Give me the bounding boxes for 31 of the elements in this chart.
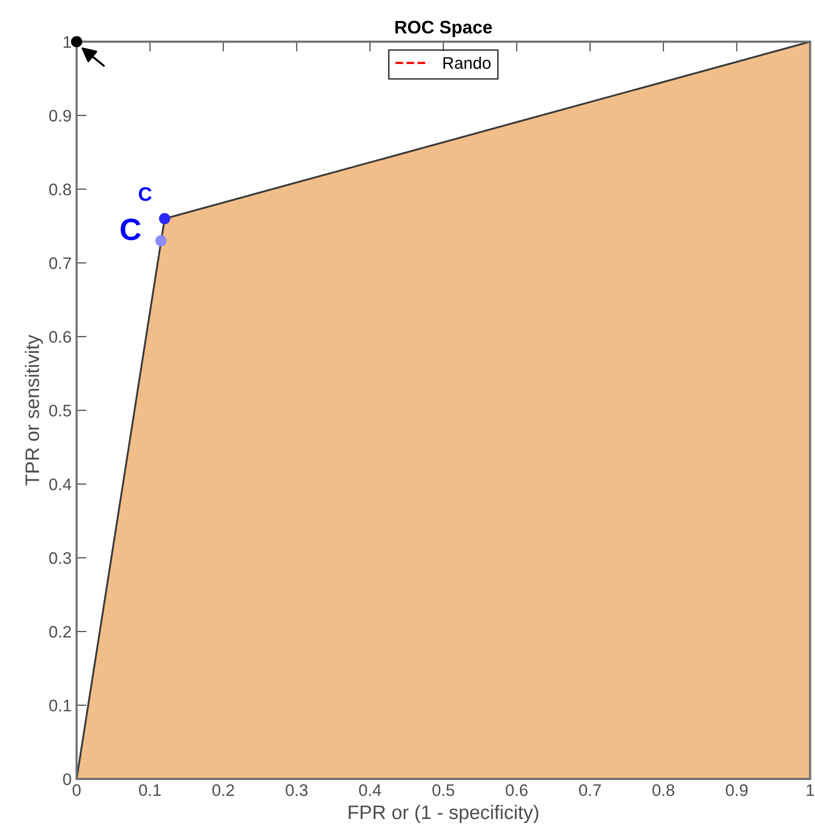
chart-title: ROC Space (395, 20, 492, 38)
y-tick-label: 1 (64, 36, 71, 48)
x-axis-title: FPR or (1 - specificity) (348, 804, 538, 824)
x-tick-label: 0.8 (652, 784, 674, 796)
x-tick-label: 0.3 (286, 784, 308, 796)
x-tick-label: 0.1 (139, 784, 161, 796)
x-tick-label: 0.9 (726, 784, 748, 796)
point (155, 235, 167, 246)
x-tick-label: 1 (806, 784, 814, 796)
y-tick-label: 0.6 (49, 331, 72, 343)
y-tick-label: 0.7 (49, 257, 71, 270)
point (71, 36, 82, 48)
x-tick-label: 0 (72, 784, 81, 796)
y-tick-label: 0.8 (49, 184, 72, 196)
y-tick-label: 0 (63, 773, 72, 786)
annotation: C (138, 187, 152, 201)
x-tick-label: 0.6 (506, 784, 528, 796)
point (159, 213, 170, 224)
y-tick-label: 0.9 (49, 110, 71, 122)
x-tick-label: 0.7 (579, 784, 601, 796)
y-axis-title: TPR or sensitivity (24, 334, 44, 486)
y-tick-label: 0.5 (49, 404, 72, 417)
annotation: C (120, 218, 141, 240)
y-tick-label: 0.1 (49, 700, 71, 712)
y-tick-label: 0.4 (49, 478, 72, 490)
y-tick-label: 0.2 (49, 626, 71, 638)
y-tick-label: 0.3 (49, 552, 72, 564)
x-tick-label: 0.5 (432, 784, 454, 796)
legend-label: Rando (444, 56, 491, 69)
x-tick-label: 0.2 (212, 784, 234, 796)
x-tick-label: 0.4 (359, 784, 382, 796)
